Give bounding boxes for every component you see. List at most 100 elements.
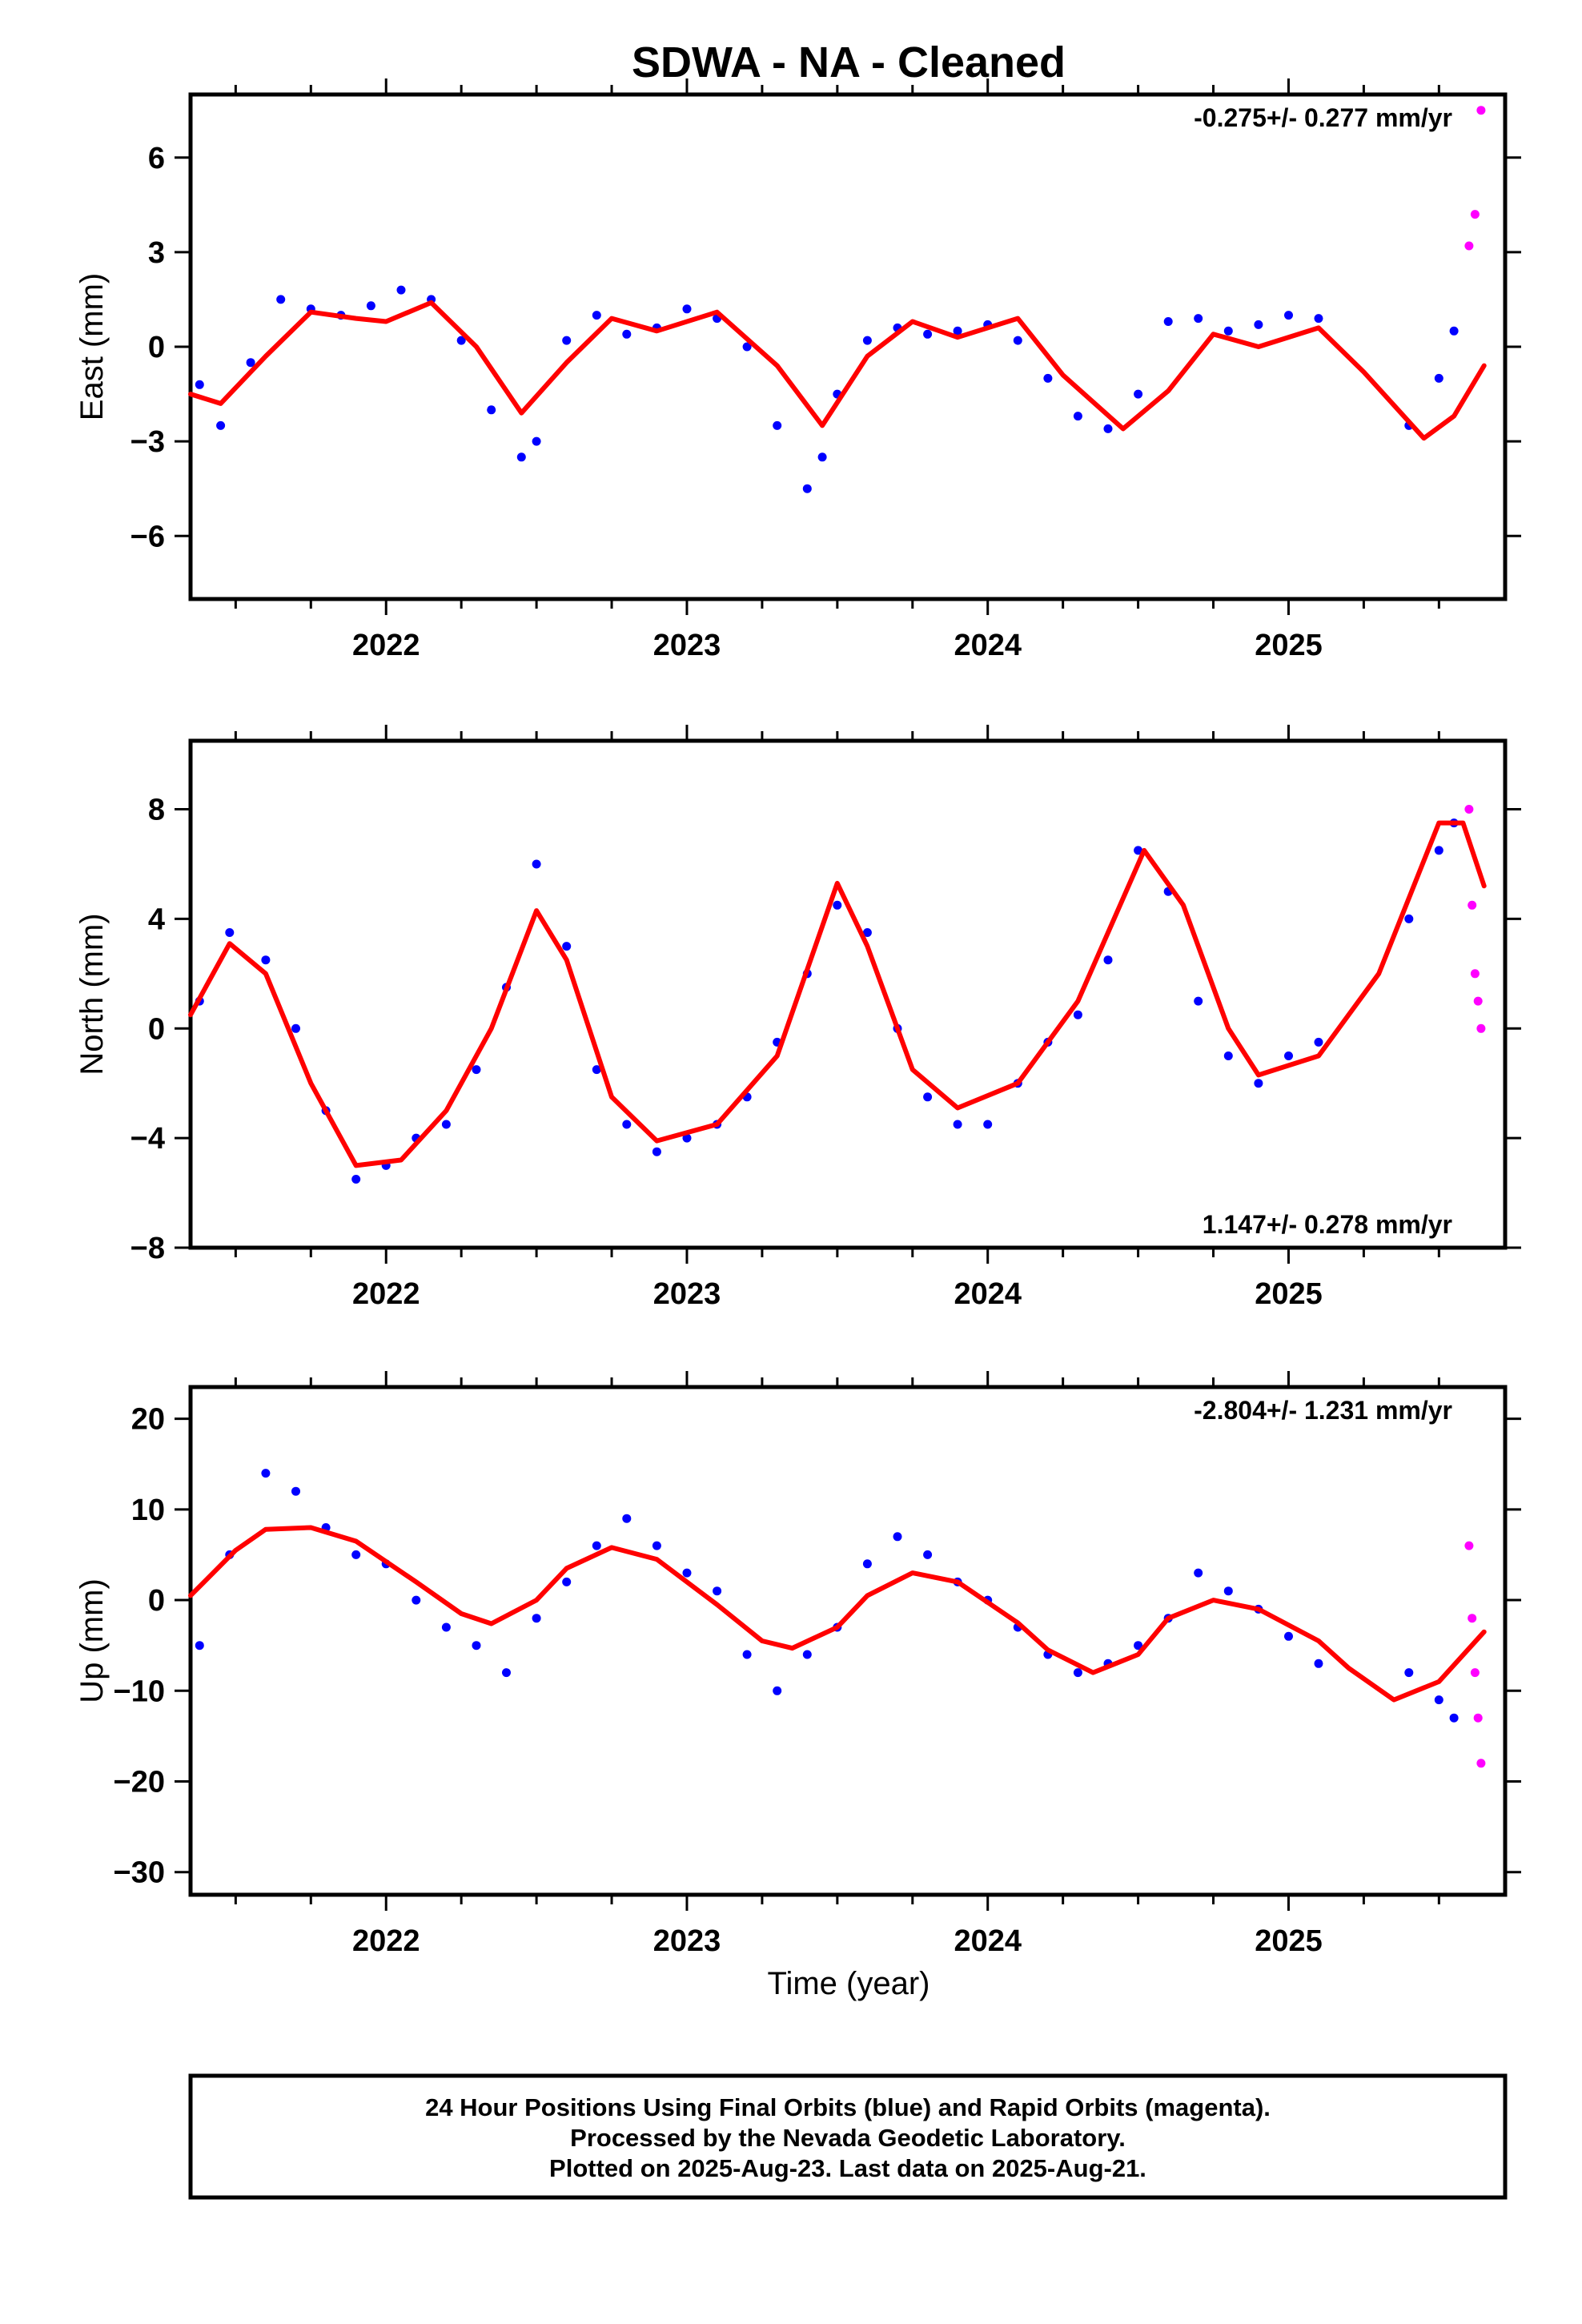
east-final-point (1073, 412, 1082, 421)
east-final-point (1314, 314, 1323, 324)
east-x-tick-label: 2022 (352, 629, 420, 662)
up-final-point (893, 1532, 902, 1542)
east-final-point (953, 326, 962, 336)
north-final-point (682, 1133, 692, 1143)
north-frame (188, 738, 1508, 1250)
up-final-point (862, 1559, 872, 1569)
north-final-point (833, 900, 842, 910)
up-y-tick-label: 10 (131, 1494, 165, 1527)
up-final-point (742, 1650, 752, 1659)
east-final-point (456, 336, 466, 345)
east-final-point (1254, 320, 1263, 329)
up-final-point (1223, 1586, 1233, 1596)
east-final-point (682, 304, 692, 314)
east-final-point (1163, 317, 1173, 326)
north-final-point (291, 1023, 300, 1033)
east-final-point (1434, 373, 1443, 383)
east-final-point (622, 329, 632, 339)
east-y-tick-label: −6 (130, 520, 165, 553)
north-final-point (1434, 846, 1443, 855)
north-final-point (592, 1065, 601, 1075)
up-final-point (562, 1577, 572, 1586)
up-final-point (923, 1550, 933, 1559)
up-y-axis-label: Up (mm) (74, 1578, 110, 1703)
figure-title: SDWA - NA - Cleaned (632, 38, 1066, 86)
east-final-point (923, 329, 933, 339)
east-final-point (742, 342, 752, 352)
north-final-point (261, 955, 271, 965)
north-final-point (472, 1065, 481, 1075)
footer-line-3: Plotted on 2025-Aug-23. Last data on 202… (549, 2154, 1146, 2182)
up-final-point (652, 1541, 661, 1550)
north-rapid-point (1476, 1023, 1486, 1033)
east-final-point (246, 358, 255, 368)
north-final-point (983, 1120, 993, 1129)
east-final-point (1103, 424, 1113, 433)
up-rate-label: -2.804+/- 1.231 mm/yr (1194, 1396, 1452, 1425)
east-panel: 2022 2023 2024 2025 6 3 0 −3 −6 East (mm) -0.275+/… (74, 78, 1521, 662)
up-panel: 2022 2023 2024 2025 20 10 0 −10 −20 −30 Up (mm) -2.… (74, 1371, 1521, 1958)
north-rapid-point (1464, 805, 1474, 814)
east-model-curve (188, 300, 1487, 441)
footer-line-1: 24 Hour Positions Using Final Orbits (bl… (425, 2093, 1271, 2121)
north-y-tick-label: 0 (148, 1012, 165, 1046)
east-rapid-point (1470, 210, 1480, 219)
up-final-point (1073, 1668, 1082, 1678)
east-x-tick-label: 2025 (1255, 629, 1323, 662)
east-rapid-point (1464, 241, 1474, 251)
north-rapid-point (1468, 900, 1477, 910)
up-final-point (351, 1550, 361, 1559)
east-y-tick-label: 3 (148, 236, 165, 270)
east-final-point (216, 420, 226, 430)
up-y-tick-label: −10 (114, 1675, 165, 1708)
up-final-point (713, 1586, 722, 1596)
east-final-point (1223, 326, 1233, 336)
north-final-point (532, 859, 541, 869)
east-final-point (817, 452, 827, 462)
north-final-point (1284, 1051, 1293, 1060)
north-final-point (622, 1120, 632, 1129)
x-axis-label: Time (year) (768, 1966, 930, 2001)
north-y-tick-label: 8 (148, 794, 165, 827)
east-final-point (592, 311, 601, 320)
north-x-tick-label: 2023 (653, 1277, 721, 1311)
east-final-point (862, 336, 872, 345)
east-final-point (773, 420, 782, 430)
north-final-point (1073, 1010, 1082, 1019)
north-final-point (351, 1175, 361, 1184)
east-final-point (562, 336, 572, 345)
east-y-tick-label: −3 (130, 425, 165, 459)
east-y-tick-label: 0 (148, 331, 165, 364)
up-rapid-point (1476, 1759, 1486, 1768)
up-final-point (195, 1641, 204, 1651)
north-final-point (1314, 1037, 1323, 1047)
up-y-tick-label: −30 (114, 1856, 165, 1890)
north-model-curve (188, 820, 1487, 1168)
north-x-tick-label: 2022 (352, 1277, 420, 1311)
up-final-point (622, 1514, 632, 1523)
east-x-tick-label: 2024 (954, 629, 1022, 662)
north-final-point (562, 942, 572, 951)
up-y-tick-label: −20 (114, 1765, 165, 1799)
north-final-point (862, 928, 872, 937)
east-final-point (366, 301, 375, 311)
up-final-point (472, 1641, 481, 1651)
north-final-point (1254, 1079, 1263, 1088)
east-final-point (516, 452, 526, 462)
up-final-point (441, 1622, 451, 1632)
up-x-tick-label: 2025 (1255, 1924, 1323, 1958)
up-rapid-point (1470, 1668, 1480, 1678)
east-final-point (802, 484, 812, 493)
up-final-point (261, 1469, 271, 1478)
east-final-point (1449, 326, 1459, 336)
up-y-tick-label: 20 (131, 1403, 165, 1437)
north-y-tick-label: −4 (130, 1122, 165, 1156)
up-rapid-point (1468, 1614, 1477, 1623)
north-rapid-point (1470, 969, 1480, 979)
north-x-tick-label: 2025 (1255, 1277, 1323, 1311)
footer-line-2: Processed by the Nevada Geodetic Laborat… (570, 2124, 1126, 2152)
east-final-point (396, 285, 406, 295)
east-rapid-point (1476, 106, 1486, 115)
north-final-point (225, 928, 235, 937)
